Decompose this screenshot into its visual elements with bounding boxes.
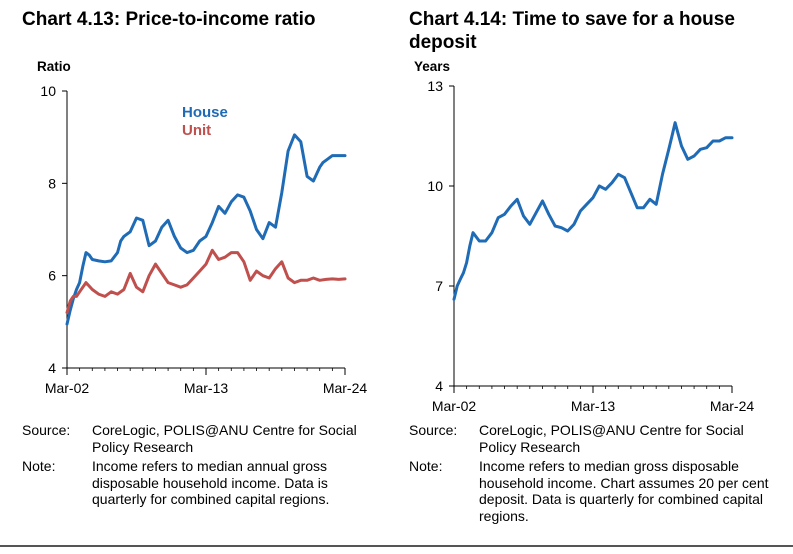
- note-row: Note: Income refers to median annual gro…: [22, 458, 382, 508]
- x-tick-label: Mar-13: [184, 380, 229, 396]
- source-row: Source: CoreLogic, POLIS@ANU Centre for …: [22, 422, 382, 455]
- note-text: Income refers to median gross disposable…: [479, 458, 769, 524]
- chart-panel-time-to-save: Chart 4.14: Time to save for a house dep…: [396, 0, 793, 554]
- x-tick-label: Mar-24: [323, 380, 368, 396]
- y-axis-label: Ratio: [37, 59, 71, 74]
- source-label: Source:: [409, 422, 458, 438]
- y-tick-label: 6: [48, 268, 56, 284]
- y-tick-label: 10: [40, 83, 56, 99]
- x-tick-label: Mar-24: [710, 398, 755, 414]
- chart-panel-price-to-income: Chart 4.13: Price-to-income ratio Ratio …: [0, 0, 396, 554]
- series-line-unit: [65, 248, 347, 315]
- series-line-main: [452, 121, 734, 301]
- source-row: Source: CoreLogic, POLIS@ANU Centre for …: [409, 422, 779, 455]
- note-text: Income refers to median annual gross dis…: [92, 458, 330, 507]
- source-label: Source:: [22, 422, 71, 438]
- y-tick-label: 4: [435, 378, 443, 394]
- chart-title: Chart 4.13: Price-to-income ratio: [22, 9, 316, 30]
- x-tick-label: Mar-13: [571, 398, 616, 414]
- y-tick-label: 13: [427, 78, 443, 94]
- x-tick-label: Mar-02: [432, 398, 477, 414]
- y-axis-label: Years: [414, 59, 451, 74]
- line-chart-time-to-save: 4 7 10 13 Mar-02 Mar-13 Mar-24: [427, 78, 755, 414]
- chart-title: Chart 4.14: Time to save for a house dep…: [409, 9, 735, 53]
- chart-notes: Source: CoreLogic, POLIS@ANU Centre for …: [22, 422, 382, 508]
- y-tick-label: 4: [48, 360, 56, 376]
- bottom-rule: [0, 545, 793, 547]
- note-label: Note:: [409, 458, 443, 474]
- y-tick-label: 7: [435, 278, 443, 294]
- y-tick-label: 10: [427, 178, 443, 194]
- note-row: Note: Income refers to median gross disp…: [409, 458, 779, 524]
- series-line-house: [65, 133, 347, 326]
- note-label: Note:: [22, 458, 56, 474]
- chart-notes: Source: CoreLogic, POLIS@ANU Centre for …: [409, 422, 779, 524]
- legend-unit: Unit: [182, 122, 211, 139]
- x-tick-label: Mar-02: [45, 380, 90, 396]
- source-text: CoreLogic, POLIS@ANU Centre for Social P…: [92, 422, 357, 455]
- source-text: CoreLogic, POLIS@ANU Centre for Social P…: [479, 422, 744, 455]
- legend-house: House: [182, 104, 228, 121]
- y-tick-label: 8: [48, 175, 56, 191]
